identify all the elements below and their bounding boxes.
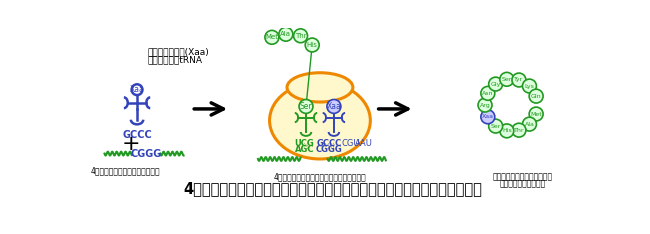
Text: Tyr: Tyr xyxy=(514,77,523,83)
Text: Ser: Ser xyxy=(491,124,501,128)
Text: Xaa: Xaa xyxy=(130,85,144,94)
Circle shape xyxy=(294,29,307,43)
Text: Met: Met xyxy=(530,112,542,117)
Text: Ser: Ser xyxy=(502,77,512,82)
Text: Thr: Thr xyxy=(514,128,524,133)
Text: GCCC: GCCC xyxy=(122,131,152,140)
Text: His: His xyxy=(307,42,318,48)
Text: UCG: UCG xyxy=(294,139,315,148)
Circle shape xyxy=(512,123,526,137)
Text: Met: Met xyxy=(265,34,278,40)
Text: 導入されたタンパク質: 導入されたタンパク質 xyxy=(500,179,546,188)
Circle shape xyxy=(489,77,502,91)
Text: GCCC: GCCC xyxy=(317,139,342,148)
Circle shape xyxy=(481,110,495,124)
Circle shape xyxy=(265,30,279,44)
Circle shape xyxy=(529,89,543,103)
Text: AGC: AGC xyxy=(294,145,314,154)
Ellipse shape xyxy=(287,73,353,102)
Circle shape xyxy=(299,99,313,113)
Text: を結合させたtRNA: を結合させたtRNA xyxy=(148,55,203,64)
Circle shape xyxy=(478,98,492,112)
Text: +: + xyxy=(122,134,140,154)
Circle shape xyxy=(489,119,502,133)
Circle shape xyxy=(327,99,341,113)
Circle shape xyxy=(500,72,514,86)
Text: 4塩基コドンを組み込んだ遺伝子: 4塩基コドンを組み込んだ遺伝子 xyxy=(90,167,161,176)
Text: CGU: CGU xyxy=(342,139,360,148)
Text: AAU: AAU xyxy=(355,139,373,148)
Text: 特定位置に非天然アミノ酸が: 特定位置に非天然アミノ酸が xyxy=(493,173,553,182)
Circle shape xyxy=(481,86,495,100)
Text: Xaa: Xaa xyxy=(326,102,341,111)
Text: Thr: Thr xyxy=(294,33,306,39)
Text: 4塩基コドンを用いた非天然アミノ酸のタンパク質への部位特異的導入技術: 4塩基コドンを用いた非天然アミノ酸のタンパク質への部位特異的導入技術 xyxy=(184,181,482,196)
Circle shape xyxy=(279,27,293,41)
Text: Arg: Arg xyxy=(480,102,490,108)
Text: CGGG: CGGG xyxy=(316,145,343,154)
Text: Ser: Ser xyxy=(300,102,312,111)
Text: Gln: Gln xyxy=(531,94,541,99)
Text: CGGG: CGGG xyxy=(131,149,162,159)
Text: Xaa: Xaa xyxy=(482,114,494,119)
Circle shape xyxy=(523,79,536,93)
Circle shape xyxy=(512,73,526,87)
Text: 4塩基コドンが非天然アミノ酸に翻訳される: 4塩基コドンが非天然アミノ酸に翻訳される xyxy=(274,173,367,182)
Circle shape xyxy=(523,117,536,131)
Circle shape xyxy=(529,107,543,121)
Text: His: His xyxy=(502,128,512,133)
Text: Ala: Ala xyxy=(280,31,291,37)
Circle shape xyxy=(500,124,514,138)
Text: Ala: Ala xyxy=(525,122,534,127)
Text: Lys: Lys xyxy=(525,84,534,88)
Text: 非天然アミノ酸(Xaa): 非天然アミノ酸(Xaa) xyxy=(148,47,210,56)
Text: Gly: Gly xyxy=(491,82,501,87)
Circle shape xyxy=(306,38,319,52)
Ellipse shape xyxy=(270,82,370,159)
Circle shape xyxy=(131,84,142,95)
Text: Asn: Asn xyxy=(482,91,493,96)
